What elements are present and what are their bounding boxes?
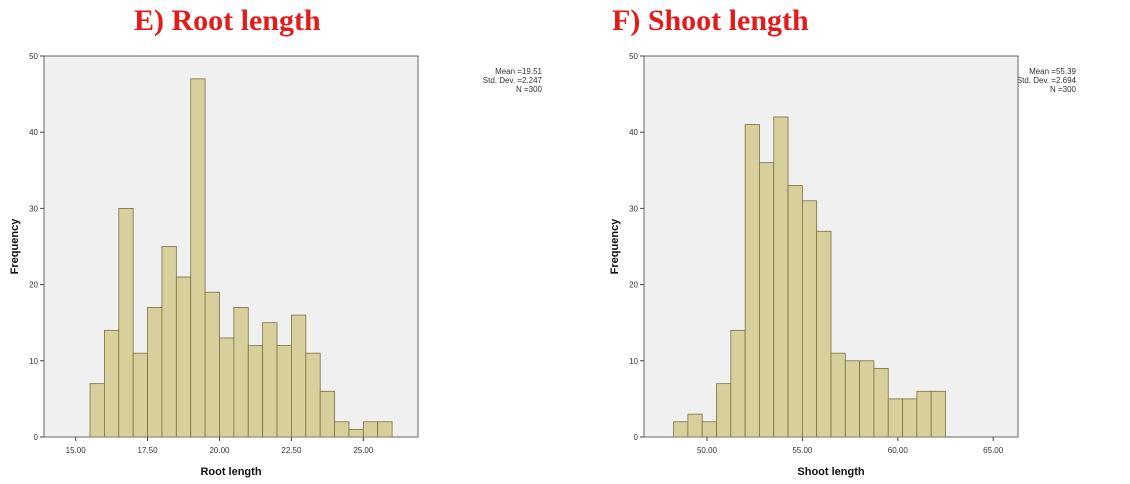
y-tick-label: 30 bbox=[629, 204, 638, 213]
histogram-bar bbox=[916, 390, 932, 438]
stats-box-shoot: Mean =55.39 Std. Dev. =2.694 N =300 bbox=[1017, 67, 1076, 94]
histogram-bar bbox=[377, 421, 393, 438]
histogram-bar bbox=[816, 230, 832, 438]
chart-root-length: 0 10 20 30 40 50 15.00 17.50 20.00 22.50 25.00 Root… bbox=[9, 52, 419, 478]
histogram-bar bbox=[744, 124, 760, 438]
histogram-bar bbox=[204, 291, 220, 438]
histogram-bar bbox=[104, 329, 120, 438]
histogram-bar bbox=[161, 246, 177, 438]
histogram-bar bbox=[147, 307, 163, 438]
y-axis-label: Frequency bbox=[609, 218, 621, 275]
histogram-bar bbox=[175, 276, 192, 438]
histogram-bar bbox=[362, 421, 379, 438]
chart-title-shoot-length: F) Shoot length bbox=[612, 4, 809, 37]
x-axis-label: Root length bbox=[200, 466, 261, 478]
histogram-bar bbox=[887, 398, 903, 438]
histogram-bar bbox=[89, 383, 105, 438]
y-tick-label: 10 bbox=[629, 357, 638, 366]
histogram-bar bbox=[716, 383, 732, 438]
x-tick-label: 65.00 bbox=[983, 446, 1004, 455]
chart-shoot-length: 0 10 20 30 40 50 50.00 55.00 60.00 65.00 Shoot len… bbox=[609, 52, 1019, 478]
histogram-bar bbox=[830, 352, 846, 438]
histogram-bar bbox=[859, 360, 875, 438]
histogram-bar bbox=[759, 162, 775, 438]
stats-box-root: Mean =19.51 Std. Dev. =2.247 N =300 bbox=[483, 67, 542, 94]
histogram-bar bbox=[348, 428, 364, 438]
stats-n: N =300 bbox=[1049, 85, 1076, 94]
histogram-bar bbox=[902, 398, 918, 438]
histogram-bar bbox=[673, 421, 689, 438]
x-tick-label: 15.00 bbox=[66, 446, 87, 455]
y-tick-label: 40 bbox=[629, 128, 638, 137]
histogram-bar bbox=[687, 413, 703, 438]
y-tick-label: 0 bbox=[34, 433, 39, 442]
y-tick-label: 30 bbox=[29, 204, 38, 213]
y-tick-label: 50 bbox=[629, 52, 638, 61]
stats-mean: Mean =55.39 bbox=[1029, 67, 1076, 76]
x-tick-label: 60.00 bbox=[888, 446, 909, 455]
histogram-bar bbox=[334, 421, 350, 438]
x-tick-label: 25.00 bbox=[353, 446, 374, 455]
histogram-bar bbox=[801, 200, 818, 438]
y-tick-label: 50 bbox=[29, 52, 38, 61]
x-tick-label: 22.50 bbox=[281, 446, 302, 455]
stats-std: Std. Dev. =2.694 bbox=[1016, 76, 1076, 85]
histogram-bar bbox=[305, 352, 321, 438]
y-tick-label: 20 bbox=[29, 281, 38, 290]
histogram-bar bbox=[190, 78, 206, 438]
y-tick-label: 20 bbox=[629, 281, 638, 290]
histogram-bar bbox=[930, 390, 946, 438]
histogram-bar bbox=[730, 329, 746, 438]
chart-title-root-length: E) Root length bbox=[134, 4, 321, 37]
stats-n: N =300 bbox=[515, 85, 542, 94]
y-tick-label: 40 bbox=[29, 128, 38, 137]
x-tick-label: 20.00 bbox=[209, 446, 230, 455]
histogram-bar bbox=[787, 185, 803, 438]
stats-mean: Mean =19.51 bbox=[495, 67, 542, 76]
histogram-bar bbox=[276, 345, 292, 438]
x-axis-label: Shoot length bbox=[797, 466, 864, 478]
histogram-bar bbox=[873, 368, 889, 438]
histogram-bar bbox=[132, 352, 148, 438]
stats-std: Std. Dev. =2.247 bbox=[482, 76, 542, 85]
x-tick-label: 17.50 bbox=[138, 446, 159, 455]
y-tick-label: 0 bbox=[634, 433, 639, 442]
histogram-bar bbox=[844, 360, 861, 438]
histogram-bar bbox=[291, 314, 307, 438]
histogram-bar bbox=[773, 116, 789, 438]
y-tick-label: 10 bbox=[29, 357, 38, 366]
x-tick-label: 55.00 bbox=[792, 446, 813, 455]
histogram-bar bbox=[319, 390, 335, 438]
x-tick-label: 50.00 bbox=[697, 446, 718, 455]
histogram-bar bbox=[219, 337, 235, 438]
histogram-bar bbox=[233, 307, 249, 438]
histogram-bar bbox=[701, 421, 717, 438]
histogram-bar bbox=[118, 207, 134, 438]
histogram-bar bbox=[262, 322, 278, 438]
histogram-bar bbox=[247, 345, 264, 438]
y-axis-label: Frequency bbox=[9, 218, 21, 275]
